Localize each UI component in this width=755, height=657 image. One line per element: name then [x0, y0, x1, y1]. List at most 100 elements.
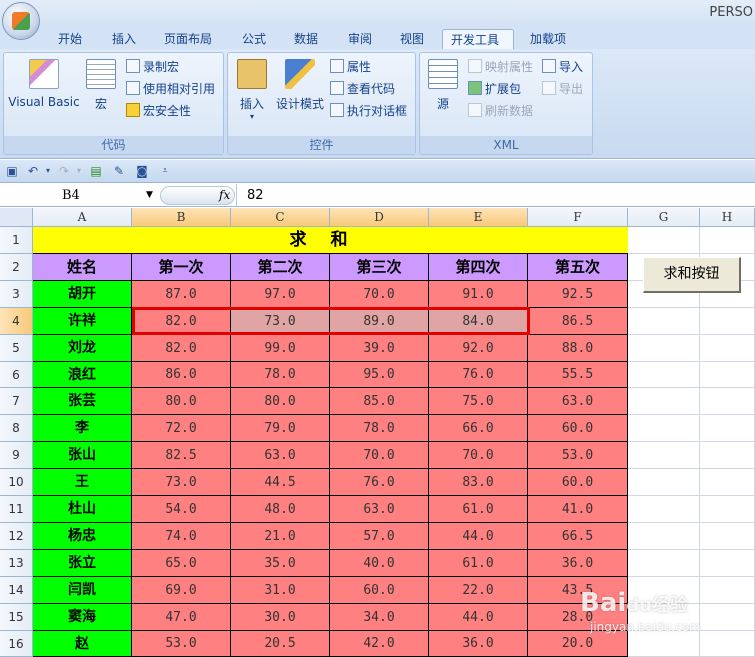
- cell-h16[interactable]: [700, 631, 755, 657]
- column-title-cell[interactable]: 姓名: [33, 254, 132, 281]
- cell-h10[interactable]: [700, 469, 755, 496]
- score-cell[interactable]: 70.0: [330, 442, 429, 469]
- score-cell[interactable]: 60.0: [528, 415, 628, 442]
- cell-h6[interactable]: [700, 362, 755, 388]
- score-cell[interactable]: 73.0: [231, 308, 330, 335]
- score-cell[interactable]: 92.5: [528, 281, 628, 308]
- score-cell[interactable]: 84.0: [429, 308, 528, 335]
- tab-review[interactable]: 审阅: [348, 32, 373, 46]
- insert-control-button[interactable]: 插入 ▾: [234, 59, 270, 121]
- cell-g1[interactable]: [628, 227, 700, 254]
- score-cell[interactable]: 63.0: [330, 496, 429, 523]
- column-title-cell[interactable]: 第五次: [528, 254, 628, 281]
- cell-g15[interactable]: [628, 604, 700, 631]
- cell-h9[interactable]: [700, 442, 755, 469]
- score-cell[interactable]: 66.5: [528, 523, 628, 550]
- row-header-16[interactable]: 16: [0, 631, 33, 657]
- name-cell[interactable]: 浪红: [33, 362, 132, 388]
- undo-icon[interactable]: ↶: [27, 164, 39, 178]
- column-header-c[interactable]: C: [231, 208, 330, 227]
- tab-view[interactable]: 视图: [400, 32, 425, 46]
- score-cell[interactable]: 85.0: [330, 388, 429, 415]
- office-button[interactable]: [2, 2, 40, 40]
- name-cell[interactable]: 张山: [33, 442, 132, 469]
- sum-button[interactable]: 求和按钮: [643, 257, 741, 293]
- row-header-3[interactable]: 3: [0, 281, 33, 308]
- map-properties-button[interactable]: 映射属性: [468, 57, 533, 77]
- cell-g13[interactable]: [628, 550, 700, 577]
- cell-g6[interactable]: [628, 362, 700, 388]
- tab-formulas[interactable]: 公式: [242, 32, 267, 46]
- score-cell[interactable]: 82.5: [132, 442, 231, 469]
- score-cell[interactable]: 47.0: [132, 604, 231, 631]
- column-header-a[interactable]: A: [33, 208, 132, 227]
- score-cell[interactable]: 73.0: [132, 469, 231, 496]
- record-macro-button[interactable]: 录制宏: [126, 57, 179, 77]
- score-cell[interactable]: 34.0: [330, 604, 429, 631]
- redo-icon[interactable]: ↷: [58, 164, 70, 178]
- score-cell[interactable]: 40.0: [330, 550, 429, 577]
- name-box-dropdown-icon[interactable]: ▼: [146, 190, 153, 200]
- design-mode-button[interactable]: 设计模式: [274, 59, 326, 112]
- tab-addins[interactable]: 加载项: [530, 32, 567, 46]
- row-header-2[interactable]: 2: [0, 254, 33, 281]
- row-header-15[interactable]: 15: [0, 604, 33, 631]
- score-cell[interactable]: 61.0: [429, 550, 528, 577]
- redo-dropdown-icon[interactable]: ▾: [76, 166, 81, 175]
- cell-g7[interactable]: [628, 388, 700, 415]
- score-cell[interactable]: 20.5: [231, 631, 330, 657]
- score-cell[interactable]: 65.0: [132, 550, 231, 577]
- name-cell[interactable]: 窦海: [33, 604, 132, 631]
- name-cell[interactable]: 刘龙: [33, 335, 132, 362]
- tab-insert[interactable]: 插入: [112, 32, 137, 46]
- score-cell[interactable]: 53.0: [132, 631, 231, 657]
- score-cell[interactable]: 78.0: [231, 362, 330, 388]
- score-cell[interactable]: 55.5: [528, 362, 628, 388]
- name-cell[interactable]: 许祥: [33, 308, 132, 335]
- score-cell[interactable]: 36.0: [528, 550, 628, 577]
- row-header-6[interactable]: 6: [0, 362, 33, 388]
- column-header-b[interactable]: B: [132, 208, 231, 227]
- name-cell[interactable]: 胡开: [33, 281, 132, 308]
- score-cell[interactable]: 86.0: [132, 362, 231, 388]
- cell-h14[interactable]: [700, 577, 755, 604]
- score-cell[interactable]: 36.0: [429, 631, 528, 657]
- view-code-button[interactable]: 查看代码: [330, 79, 395, 99]
- visual-basic-button[interactable]: Visual Basic: [8, 59, 80, 109]
- import-button[interactable]: 导入: [542, 57, 583, 77]
- row-header-4[interactable]: 4: [0, 308, 33, 335]
- row-header-1[interactable]: 1: [0, 227, 33, 254]
- cell-g5[interactable]: [628, 335, 700, 362]
- score-cell[interactable]: 54.0: [132, 496, 231, 523]
- score-cell[interactable]: 92.0: [429, 335, 528, 362]
- cell-g4[interactable]: [628, 308, 700, 335]
- name-cell[interactable]: 杨忠: [33, 523, 132, 550]
- column-header-h[interactable]: H: [700, 208, 755, 227]
- cell-g16[interactable]: [628, 631, 700, 657]
- score-cell[interactable]: 87.0: [132, 281, 231, 308]
- cell-h7[interactable]: [700, 388, 755, 415]
- score-cell[interactable]: 75.0: [429, 388, 528, 415]
- name-cell[interactable]: 张立: [33, 550, 132, 577]
- score-cell[interactable]: 43.5: [528, 577, 628, 604]
- score-cell[interactable]: 88.0: [528, 335, 628, 362]
- cell-h11[interactable]: [700, 496, 755, 523]
- macros-button[interactable]: 宏: [86, 59, 116, 112]
- column-title-cell[interactable]: 第四次: [429, 254, 528, 281]
- score-cell[interactable]: 53.0: [528, 442, 628, 469]
- score-cell[interactable]: 63.0: [231, 442, 330, 469]
- score-cell[interactable]: 44.0: [429, 523, 528, 550]
- score-cell[interactable]: 97.0: [231, 281, 330, 308]
- formula-input[interactable]: 82: [236, 184, 755, 207]
- name-cell[interactable]: 张芸: [33, 388, 132, 415]
- row-header-14[interactable]: 14: [0, 577, 33, 604]
- score-cell[interactable]: 69.0: [132, 577, 231, 604]
- name-cell[interactable]: 赵: [33, 631, 132, 657]
- insert-function-icon[interactable]: fx: [219, 188, 231, 202]
- cell-h5[interactable]: [700, 335, 755, 362]
- column-title-cell[interactable]: 第三次: [330, 254, 429, 281]
- cell-g3[interactable]: [628, 281, 700, 308]
- score-cell[interactable]: 48.0: [231, 496, 330, 523]
- sheet-title-cell[interactable]: 求和: [33, 227, 628, 254]
- row-header-13[interactable]: 13: [0, 550, 33, 577]
